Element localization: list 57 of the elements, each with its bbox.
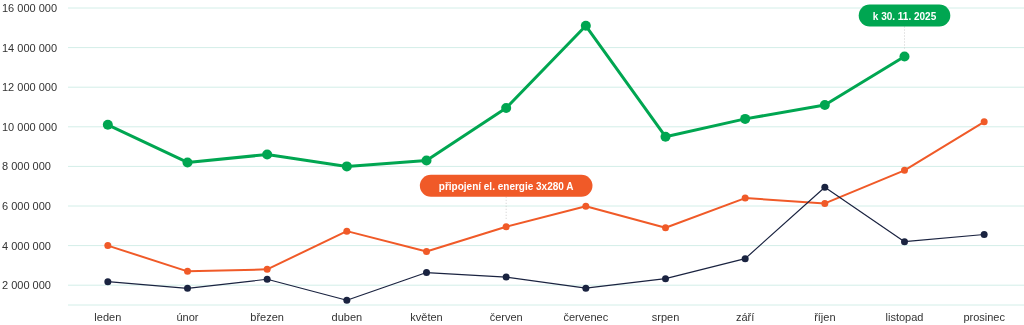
x-tick-label: leden <box>94 310 122 323</box>
y-tick-label: 8 000 000 <box>2 160 51 173</box>
y-tick-label: 4 000 000 <box>2 239 51 252</box>
point <box>740 113 751 124</box>
point <box>821 183 829 191</box>
x-tick-label: říjen <box>814 310 836 323</box>
point <box>423 269 430 277</box>
point <box>104 278 112 286</box>
point <box>421 155 432 166</box>
point <box>263 265 271 273</box>
point <box>502 223 510 231</box>
point <box>184 267 191 275</box>
x-tick-label: listopad <box>885 310 924 323</box>
point <box>341 161 352 172</box>
point <box>899 51 910 62</box>
x-tick-label: prosinec <box>963 310 1006 323</box>
point <box>741 255 749 263</box>
point <box>582 284 590 292</box>
point <box>184 284 191 292</box>
x-tick-label: září <box>735 310 755 323</box>
point <box>102 119 113 130</box>
y-tick-label: 12 000 000 <box>2 81 58 94</box>
annotation: připojení el. energie 3x280 A <box>438 180 574 192</box>
point <box>580 20 591 31</box>
point <box>263 275 271 283</box>
y-tick-label: 6 000 000 <box>2 200 51 212</box>
point <box>502 273 510 281</box>
y-tick-label: 14 000 000 <box>2 41 58 54</box>
point <box>980 231 988 239</box>
point <box>901 238 908 246</box>
point <box>262 149 273 160</box>
point <box>819 100 830 111</box>
point <box>901 166 908 174</box>
point <box>741 194 749 202</box>
y-tick-label: 10 000 000 <box>2 120 58 133</box>
point <box>821 199 829 207</box>
point <box>662 224 669 232</box>
y-tick-label: 2 000 000 <box>2 279 51 292</box>
x-tick-label: červen <box>489 310 523 323</box>
x-tick-label: červenec <box>563 310 609 323</box>
point <box>662 275 669 283</box>
annotation: k 30. 11. 2025 <box>872 10 937 22</box>
point <box>980 118 988 126</box>
point <box>660 131 671 142</box>
x-tick-label: únor <box>176 310 199 323</box>
point <box>343 227 351 235</box>
y-tick-label: 16 000 000 <box>2 2 58 14</box>
x-tick-label: květen <box>410 310 443 323</box>
point <box>501 102 512 113</box>
x-tick-label: březen <box>250 310 284 323</box>
point <box>182 157 193 168</box>
point <box>104 242 112 250</box>
point <box>343 296 351 304</box>
point <box>582 202 590 210</box>
x-tick-label: duben <box>331 310 363 323</box>
point <box>423 248 430 256</box>
x-tick-label: srpen <box>651 310 680 323</box>
